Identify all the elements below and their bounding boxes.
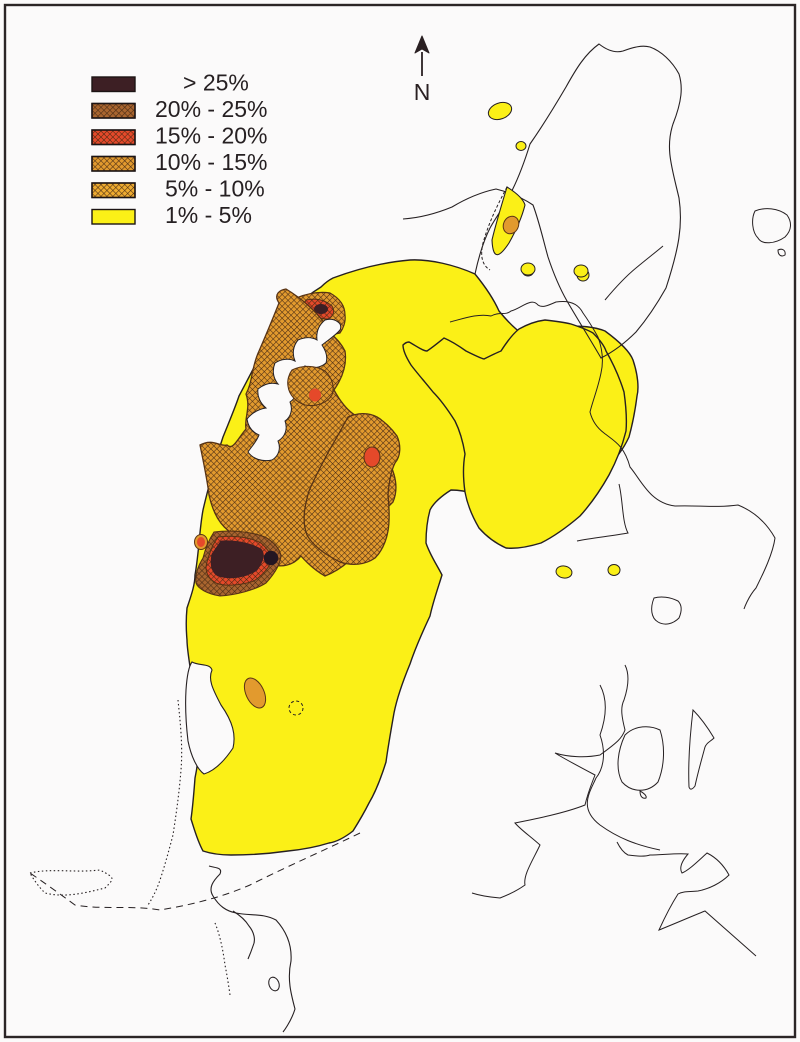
svg-text:20% - 25%: 20% - 25% — [155, 96, 268, 122]
svg-text:N: N — [414, 79, 431, 105]
svg-text:> 25%: > 25% — [183, 70, 249, 96]
svg-text:10% - 15%: 10% - 15% — [155, 149, 268, 175]
svg-text:1% - 5%: 1% - 5% — [165, 202, 252, 228]
svg-text:5% - 10%: 5% - 10% — [165, 176, 265, 202]
svg-text:15% - 20%: 15% - 20% — [155, 123, 268, 149]
